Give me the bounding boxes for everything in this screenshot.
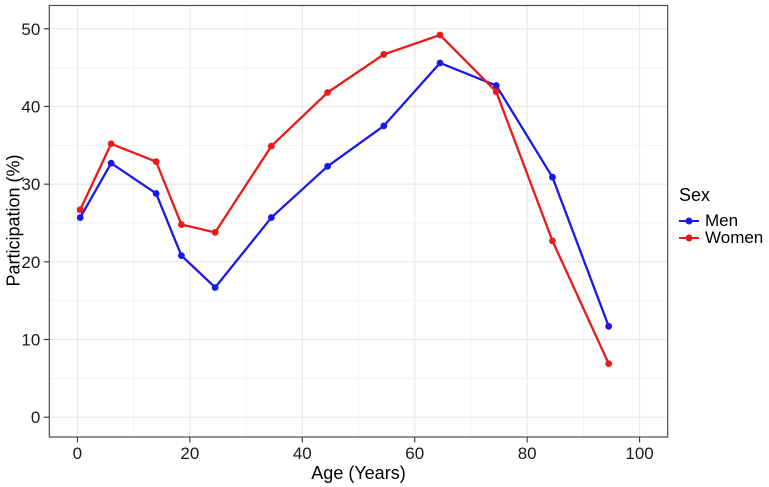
x-tick-label: 80 bbox=[518, 444, 537, 463]
x-axis-title: Age (Years) bbox=[311, 463, 406, 483]
legend: Sex Men Women bbox=[679, 185, 763, 247]
legend-label-men: Men bbox=[705, 211, 739, 230]
data-point-men bbox=[267, 214, 275, 221]
y-tick-label: 20 bbox=[21, 253, 40, 272]
data-point-men bbox=[324, 162, 331, 170]
data-point-women bbox=[492, 88, 500, 96]
x-tick-label: 40 bbox=[293, 444, 312, 463]
data-point-women bbox=[76, 206, 84, 214]
data-point-women bbox=[211, 228, 219, 236]
data-point-men bbox=[76, 214, 84, 221]
data-point-men bbox=[107, 159, 115, 167]
series-line-women bbox=[79, 33, 610, 365]
tick-labels: 0 20 40 60 80 100 0 10 20 30 40 50 bbox=[21, 20, 653, 463]
y-axis-title: Participation (%) bbox=[3, 154, 24, 287]
axis-ticks bbox=[43, 28, 641, 443]
data-point-men bbox=[178, 252, 185, 260]
series-line-men bbox=[79, 61, 610, 328]
series-women bbox=[76, 31, 613, 367]
y-tick-label: 40 bbox=[21, 97, 40, 116]
x-tick-label: 100 bbox=[625, 444, 653, 463]
x-tick-label: 20 bbox=[180, 444, 199, 463]
y-tick-label: 30 bbox=[21, 175, 40, 194]
panel-border bbox=[48, 4, 669, 438]
data-point-men bbox=[492, 82, 500, 89]
data-point-women bbox=[605, 360, 613, 367]
y-tick-label: 0 bbox=[31, 408, 40, 427]
legend-item-women: Women bbox=[679, 228, 764, 247]
data-point-women bbox=[267, 142, 275, 150]
legend-item-men: Men bbox=[679, 211, 763, 230]
data-point-men bbox=[436, 59, 444, 67]
legend-key-women-icon bbox=[679, 231, 699, 245]
data-point-men bbox=[380, 122, 388, 130]
data-point-men bbox=[152, 190, 160, 197]
data-point-women bbox=[549, 237, 556, 245]
data-point-women bbox=[107, 140, 115, 148]
data-point-women bbox=[178, 221, 185, 228]
legend-key-men-icon bbox=[679, 214, 699, 228]
data-point-women bbox=[436, 31, 444, 39]
data-point-men bbox=[549, 173, 556, 181]
major-gridlines bbox=[49, 5, 668, 437]
x-tick-label: 0 bbox=[73, 444, 82, 463]
x-tick-label: 60 bbox=[405, 444, 424, 463]
series-men bbox=[76, 59, 613, 330]
data-point-men bbox=[211, 284, 219, 291]
y-tick-label: 10 bbox=[21, 331, 40, 350]
y-tick-label: 50 bbox=[21, 20, 40, 39]
data-point-women bbox=[380, 51, 388, 58]
data-point-men bbox=[605, 322, 613, 330]
data-point-women bbox=[324, 89, 331, 96]
legend-label-women: Women bbox=[705, 228, 764, 247]
legend-title: Sex bbox=[679, 185, 711, 205]
data-point-women bbox=[152, 158, 160, 166]
